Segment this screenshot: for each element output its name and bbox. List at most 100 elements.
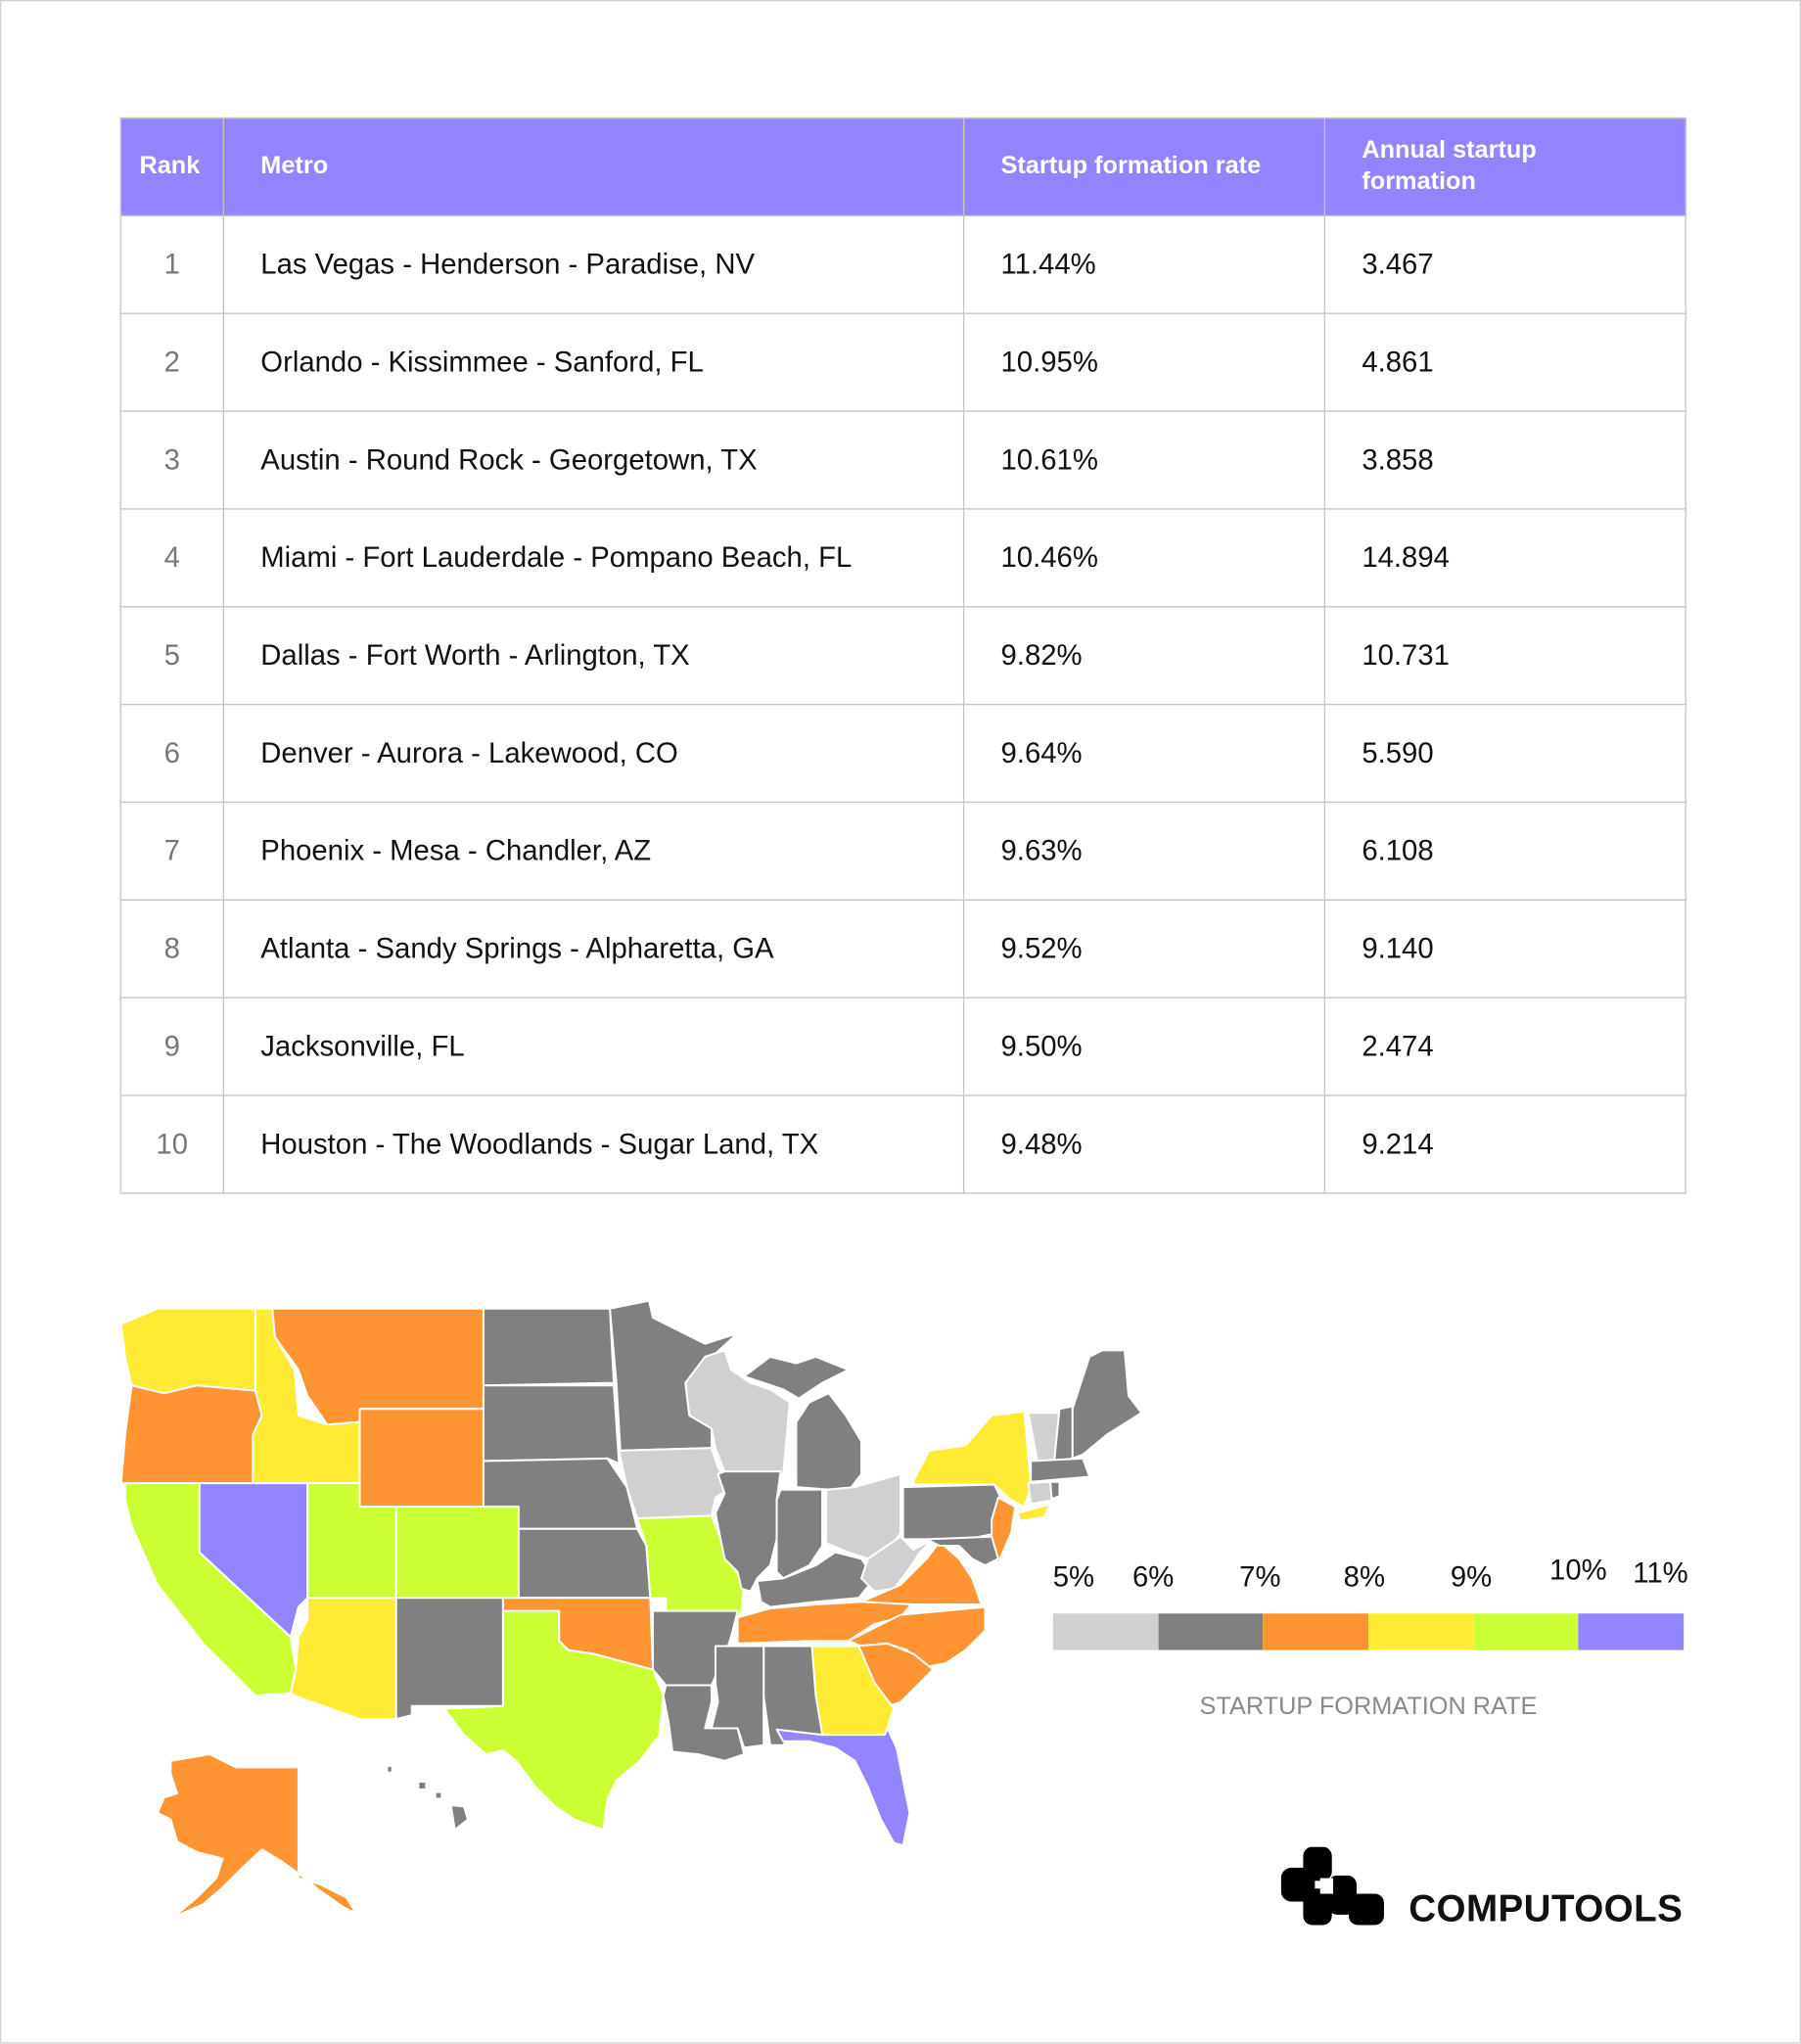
state-wa — [119, 1307, 256, 1395]
state-mi-up — [743, 1355, 850, 1400]
metro-cell: Houston - The Woodlands - Sugar Land, TX — [222, 1094, 965, 1194]
metro-cell: Las Vegas - Henderson - Paradise, NV — [222, 214, 965, 314]
rate-cell: 10.46% — [962, 508, 1326, 608]
table-row: 4 Miami - Fort Lauderdale - Pompano Beach… — [119, 508, 1686, 608]
legend-title: STARTUP FORMATION RATE — [1199, 1693, 1538, 1721]
state-ky — [756, 1551, 876, 1608]
state-ks — [517, 1527, 652, 1600]
rate-cell: 9.52% — [962, 899, 1326, 999]
metro-cell: Atlanta - Sandy Springs - Alpharetta, GA — [222, 899, 965, 999]
rate-cell: 11.44% — [962, 214, 1326, 314]
state-hi-3 — [434, 1790, 443, 1800]
legend-swatch — [1263, 1613, 1368, 1650]
header-annual-startup-formation: Annual startup formation — [1323, 116, 1686, 217]
rank-cell: 8 — [119, 899, 225, 999]
state-in — [775, 1488, 824, 1580]
state-va — [860, 1541, 983, 1605]
annual-cell: 10.731 — [1323, 606, 1686, 706]
rank-cell: 7 — [119, 801, 225, 901]
annual-cell: 3.467 — [1323, 214, 1686, 314]
state-co — [394, 1506, 520, 1600]
state-ak — [157, 1753, 357, 1919]
state-or — [119, 1384, 263, 1485]
header-metro: Metro — [222, 116, 965, 217]
legend-swatch — [1578, 1613, 1685, 1650]
table-row: 9 Jacksonville, FL 9.50% 2.474 — [119, 997, 1686, 1096]
metro-ranking-table: Rank Metro Startup formation rate Annual… — [119, 116, 1686, 1194]
state-me — [1071, 1349, 1143, 1460]
annual-cell: 5.590 — [1323, 703, 1686, 804]
legend-tick-label: 8% — [1343, 1559, 1386, 1593]
state-ma — [1030, 1457, 1091, 1483]
annual-cell: 6.108 — [1323, 801, 1686, 901]
state-ia — [618, 1447, 732, 1520]
rate-cell: 10.61% — [962, 410, 1326, 510]
rank-cell: 10 — [119, 1094, 225, 1194]
state-mi-lp — [795, 1392, 863, 1493]
state-hi-2 — [417, 1781, 428, 1791]
legend-swatch — [1158, 1613, 1264, 1650]
annual-cell: 14.894 — [1323, 508, 1686, 608]
state-hi-4 — [386, 1765, 393, 1774]
computools-logo-icon — [1280, 1846, 1384, 1926]
state-ms — [710, 1645, 765, 1749]
table-row: 1 Las Vegas - Henderson - Paradise, NV 11.… — [119, 214, 1686, 314]
metro-cell: Phoenix - Mesa - Chandler, AZ — [222, 801, 965, 901]
table-row: 2 Orlando - Kissimmee - Sanford, FL 10.95%… — [119, 312, 1686, 412]
us-states-map — [119, 1299, 1143, 1919]
legend-tick-label: 5% — [1052, 1559, 1095, 1593]
legend-tick-label: 10% — [1549, 1554, 1607, 1587]
rate-cell: 10.95% — [962, 312, 1326, 412]
legend-color-bar — [1052, 1613, 1685, 1650]
rate-cell: 9.64% — [962, 703, 1326, 804]
header-rank: Rank — [119, 116, 225, 217]
legend-swatch — [1052, 1613, 1159, 1650]
state-az — [289, 1597, 397, 1721]
legend-tick-label: 6% — [1131, 1559, 1175, 1593]
brand-name: COMPUTOOLS — [1408, 1888, 1684, 1930]
legend-swatch — [1367, 1613, 1474, 1650]
header-startup-formation-rate: Startup formation rate — [962, 116, 1326, 217]
state-md — [925, 1535, 999, 1567]
metro-cell: Denver - Aurora - Lakewood, CO — [222, 703, 965, 804]
table-row: 5 Dallas - Fort Worth - Arlington, TX 9.82… — [119, 606, 1686, 706]
state-wv — [860, 1535, 935, 1593]
rank-cell: 3 — [119, 410, 225, 510]
state-ny-li — [1016, 1503, 1052, 1522]
metro-cell: Austin - Round Rock - Georgetown, TX — [222, 410, 965, 510]
state-hi — [449, 1803, 469, 1832]
table-row: 7 Phoenix - Mesa - Chandler, AZ 9.63% 6.108 — [119, 801, 1686, 901]
state-wi — [684, 1349, 791, 1475]
state-sd — [482, 1384, 621, 1465]
annual-cell: 3.858 — [1323, 410, 1686, 510]
annual-cell: 4.861 — [1323, 312, 1686, 412]
rate-cell: 9.48% — [962, 1094, 1326, 1194]
legend-tick-label: 11% — [1633, 1556, 1688, 1589]
state-al — [762, 1645, 824, 1746]
metro-cell: Dallas - Fort Worth - Arlington, TX — [222, 606, 965, 706]
rate-cell: 9.82% — [962, 606, 1326, 706]
state-ca — [123, 1482, 298, 1697]
rate-cell: 9.63% — [962, 801, 1326, 901]
state-nd — [482, 1307, 616, 1387]
table-row: 8 Atlanta - Sandy Springs - Alpharetta, G… — [119, 899, 1686, 999]
table-header-row: Rank Metro Startup formation rate Annual… — [119, 116, 1686, 217]
metro-cell: Orlando - Kissimmee - Sanford, FL — [222, 312, 965, 412]
legend-swatch — [1473, 1613, 1579, 1650]
state-la — [662, 1684, 746, 1762]
state-pa — [901, 1483, 1006, 1541]
annual-cell: 2.474 — [1323, 997, 1686, 1096]
table-row: 3 Austin - Round Rock - Georgetown, TX 10.… — [119, 410, 1686, 510]
metro-cell: Miami - Fort Lauderdale - Pompano Beach,… — [222, 508, 965, 608]
state-mt — [271, 1307, 485, 1426]
rank-cell: 6 — [119, 703, 225, 804]
table-row: 10 Houston - The Woodlands - Sugar Land, … — [119, 1094, 1686, 1194]
state-ct — [1027, 1480, 1053, 1506]
annual-cell: 9.214 — [1323, 1094, 1686, 1194]
rank-cell: 4 — [119, 508, 225, 608]
rank-cell: 9 — [119, 997, 225, 1096]
rank-cell: 5 — [119, 606, 225, 706]
metro-cell: Jacksonville, FL — [222, 997, 965, 1096]
rate-cell: 9.50% — [962, 997, 1326, 1096]
